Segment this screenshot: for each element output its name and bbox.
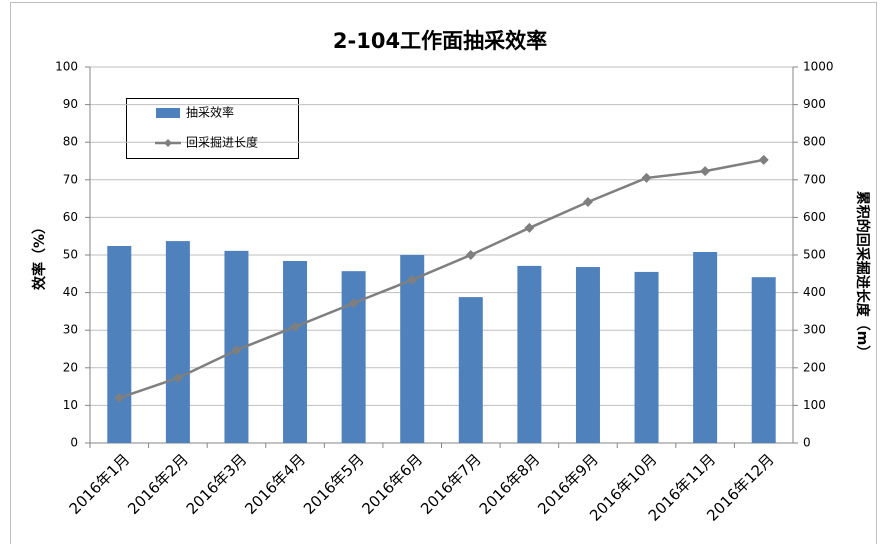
y-tick-label: 40 bbox=[63, 285, 78, 299]
y2-tick-label: 700 bbox=[803, 172, 826, 186]
y2-axis-label: 累积的回采掘进长度（m） bbox=[854, 191, 871, 360]
line-marker bbox=[700, 166, 711, 177]
line bbox=[118, 158, 764, 400]
y2-tick-label: 600 bbox=[803, 210, 826, 224]
bar bbox=[634, 271, 659, 443]
legend-swatch bbox=[156, 108, 180, 118]
line-marker bbox=[758, 154, 769, 165]
legend-marker bbox=[164, 139, 172, 147]
bar bbox=[693, 251, 718, 443]
line-marker bbox=[172, 372, 183, 383]
legend-label: 回采掘进长度 bbox=[186, 135, 258, 150]
line-marker bbox=[231, 345, 242, 356]
y-tick-label: 30 bbox=[63, 323, 78, 337]
chart-title: 2-104工作面抽采效率 bbox=[333, 29, 547, 53]
y2-tick-label: 900 bbox=[803, 97, 826, 111]
y2-tick-label: 300 bbox=[803, 323, 826, 337]
line-marker bbox=[290, 321, 301, 332]
bar bbox=[165, 241, 190, 443]
bar bbox=[751, 277, 776, 443]
y-tick-label: 0 bbox=[70, 436, 78, 450]
y-tick-label: 90 bbox=[63, 97, 78, 111]
bar bbox=[575, 267, 600, 443]
y2-tick-label: 200 bbox=[803, 360, 826, 374]
bar bbox=[400, 255, 425, 443]
y-tick-label: 100 bbox=[55, 60, 78, 74]
bar bbox=[107, 245, 132, 443]
y-tick-label: 50 bbox=[63, 248, 78, 262]
legend-box bbox=[126, 98, 299, 159]
y2-tick-label: 800 bbox=[803, 135, 826, 149]
bar bbox=[458, 297, 483, 443]
line-marker bbox=[348, 298, 359, 309]
line-marker bbox=[407, 274, 418, 285]
y2-tick-label: 100 bbox=[803, 398, 826, 412]
chart-frame bbox=[10, 2, 877, 544]
y-axis-label: 效率（%） bbox=[31, 220, 48, 290]
bar bbox=[283, 261, 308, 443]
y-tick-label: 80 bbox=[63, 135, 78, 149]
bar bbox=[341, 271, 366, 443]
y2-tick-label: 400 bbox=[803, 285, 826, 299]
legend-label: 抽采效率 bbox=[186, 105, 234, 120]
y2-tick-label: 1000 bbox=[803, 60, 834, 74]
y-tick-label: 60 bbox=[63, 210, 78, 224]
y2-tick-label: 0 bbox=[803, 436, 811, 450]
bar bbox=[517, 265, 542, 443]
line-marker bbox=[524, 222, 535, 233]
line-marker bbox=[641, 172, 652, 183]
y-tick-label: 70 bbox=[63, 172, 78, 186]
line-marker bbox=[114, 392, 125, 403]
y-tick-label: 20 bbox=[63, 360, 78, 374]
y2-tick-label: 500 bbox=[803, 248, 826, 262]
line-marker bbox=[465, 250, 476, 260]
y-tick-label: 10 bbox=[63, 398, 78, 412]
line-marker bbox=[582, 196, 593, 207]
